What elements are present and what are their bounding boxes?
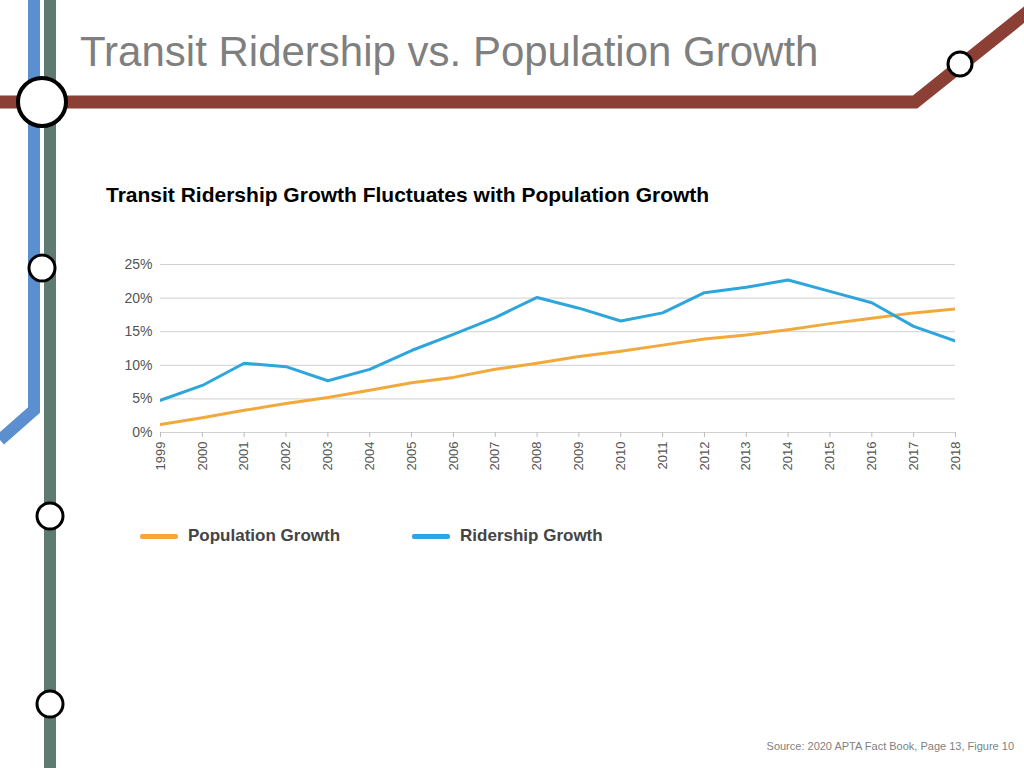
html-text:Population Growth: Population Growth: [188, 526, 340, 545]
svg-text:2012: 2012: [697, 442, 712, 471]
svg-text:2007: 2007: [487, 442, 502, 471]
svg-text:2001: 2001: [236, 442, 251, 471]
svg-text:2015: 2015: [822, 442, 837, 471]
svg-text:2010: 2010: [613, 442, 628, 471]
svg-text:2018: 2018: [948, 442, 963, 471]
svg-text:25%: 25%: [124, 256, 152, 272]
html-text:Source: 2020 APTA Fact Book, P: Source: 2020 APTA Fact Book, Page 13, Fi…: [766, 740, 1014, 752]
svg-text:0%: 0%: [132, 424, 152, 440]
svg-text:2003: 2003: [320, 442, 335, 471]
html-text:Transit Ridership Growth Fluct: Transit Ridership Growth Fluctuates with…: [106, 183, 710, 206]
svg-text:1999: 1999: [153, 442, 168, 471]
svg-text:2002: 2002: [278, 442, 293, 471]
html-text:Ridership Growth: Ridership Growth: [460, 526, 603, 545]
svg-text:2006: 2006: [446, 442, 461, 471]
svg-text:2014: 2014: [780, 442, 795, 471]
svg-text:2009: 2009: [571, 442, 586, 471]
svg-text:2008: 2008: [529, 442, 544, 471]
svg-text:2004: 2004: [362, 442, 377, 471]
svg-text:5%: 5%: [132, 390, 152, 406]
svg-text:2005: 2005: [404, 442, 419, 471]
svg-text:2000: 2000: [195, 442, 210, 471]
svg-text:2013: 2013: [738, 442, 753, 471]
svg-text:2011: 2011: [655, 442, 670, 470]
svg-text:2016: 2016: [864, 442, 879, 471]
html-text:Transit Ridership vs. Populati: Transit Ridership vs. Population Growth: [80, 28, 819, 75]
svg-text:20%: 20%: [124, 290, 152, 306]
svg-text:10%: 10%: [124, 357, 152, 373]
svg-text:15%: 15%: [124, 323, 152, 339]
svg-text:2017: 2017: [906, 442, 921, 471]
